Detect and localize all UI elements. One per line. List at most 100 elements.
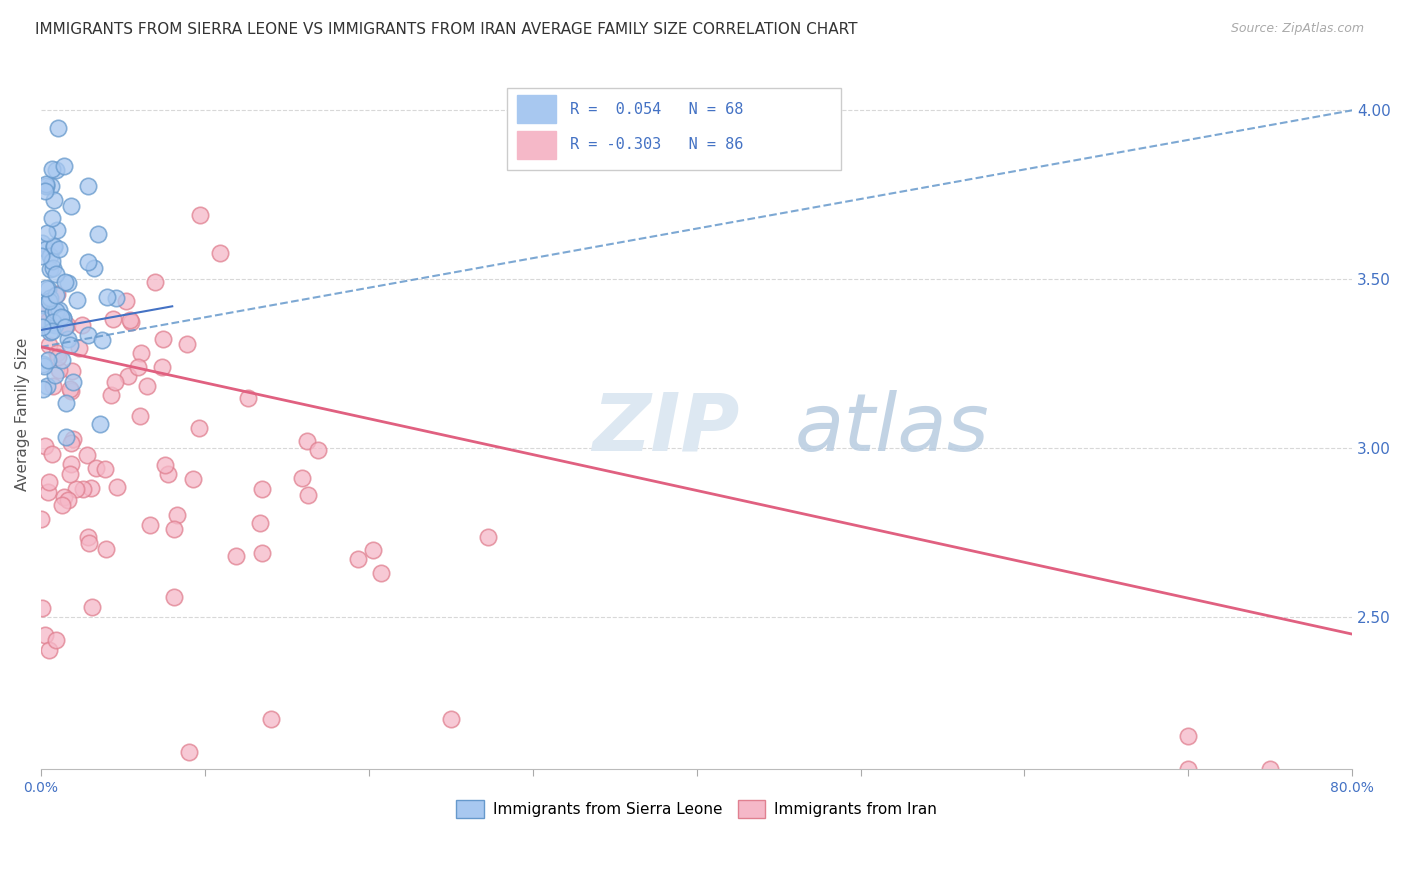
Point	[297, 488, 319, 502]
Point	[91, 333, 114, 347]
Point	[76, 328, 98, 343]
Point	[42, 305, 65, 319]
Point	[59, 467, 82, 482]
Point	[48, 242, 70, 256]
Point	[188, 208, 211, 222]
Point	[37, 484, 59, 499]
Point	[105, 480, 128, 494]
Point	[370, 566, 392, 580]
Point	[225, 549, 247, 563]
Bar	[517, 95, 557, 123]
Point	[34, 177, 56, 191]
Point	[38, 338, 60, 352]
Text: Source: ZipAtlas.com: Source: ZipAtlas.com	[1230, 22, 1364, 36]
Point	[94, 462, 117, 476]
Point	[45, 287, 67, 301]
Point	[37, 379, 59, 393]
Point	[38, 475, 60, 490]
Point	[31, 357, 53, 371]
Point	[52, 490, 75, 504]
Text: R = -0.303   N = 86: R = -0.303 N = 86	[569, 137, 742, 153]
Point	[77, 255, 100, 269]
Bar	[517, 130, 557, 159]
Point	[60, 364, 83, 378]
Point	[86, 461, 108, 475]
Point	[153, 458, 176, 472]
Point	[53, 319, 76, 334]
Point	[30, 512, 52, 526]
Point	[41, 253, 63, 268]
FancyBboxPatch shape	[506, 88, 841, 169]
Text: atlas: atlas	[794, 390, 990, 467]
Point	[41, 161, 63, 176]
Point	[100, 388, 122, 402]
Point	[38, 294, 60, 309]
Point	[39, 178, 62, 193]
Point	[41, 324, 63, 338]
Point	[34, 628, 56, 642]
Point	[80, 481, 103, 495]
Point	[52, 159, 75, 173]
Text: R =  0.054   N = 68: R = 0.054 N = 68	[569, 102, 742, 117]
Point	[42, 315, 65, 329]
Point	[44, 318, 66, 332]
Point	[252, 546, 274, 560]
Point	[1177, 729, 1199, 743]
Point	[136, 379, 159, 393]
Point	[208, 245, 231, 260]
Point	[176, 337, 198, 351]
Point	[32, 383, 55, 397]
Point	[37, 226, 59, 240]
Point	[39, 291, 62, 305]
Point	[59, 338, 82, 352]
Point	[290, 471, 312, 485]
Y-axis label: Average Family Size: Average Family Size	[15, 338, 30, 491]
Point	[44, 240, 66, 254]
Point	[120, 315, 142, 329]
Text: ZIP: ZIP	[592, 390, 740, 467]
Point	[51, 498, 73, 512]
Point	[42, 378, 65, 392]
Point	[37, 282, 59, 296]
Point	[96, 541, 118, 556]
Text: IMMIGRANTS FROM SIERRA LEONE VS IMMIGRANTS FROM IRAN AVERAGE FAMILY SIZE CORRELA: IMMIGRANTS FROM SIERRA LEONE VS IMMIGRAN…	[35, 22, 858, 37]
Point	[440, 712, 463, 726]
Point	[53, 320, 76, 334]
Point	[52, 310, 75, 325]
Point	[41, 447, 63, 461]
Point	[65, 483, 87, 497]
Point	[32, 359, 55, 374]
Point	[45, 632, 67, 647]
Point	[250, 482, 273, 496]
Point	[259, 712, 281, 726]
Point	[62, 433, 84, 447]
Point	[30, 249, 52, 263]
Point	[51, 353, 73, 368]
Point	[48, 363, 70, 377]
Legend: Immigrants from Sierra Leone, Immigrants from Iran: Immigrants from Sierra Leone, Immigrants…	[449, 793, 945, 825]
Point	[59, 384, 82, 399]
Point	[35, 178, 58, 193]
Point	[46, 121, 69, 136]
Point	[297, 434, 319, 448]
Point	[56, 318, 79, 333]
Point	[45, 163, 67, 178]
Point	[87, 227, 110, 241]
Point	[177, 746, 200, 760]
Point	[31, 236, 53, 251]
Point	[187, 421, 209, 435]
Point	[60, 435, 83, 450]
Point	[83, 260, 105, 275]
Point	[41, 211, 63, 226]
Point	[62, 376, 84, 390]
Point	[163, 590, 186, 604]
Point	[1258, 762, 1281, 776]
Point	[37, 314, 59, 328]
Point	[477, 530, 499, 544]
Point	[34, 185, 56, 199]
Point	[39, 262, 62, 277]
Point	[77, 179, 100, 194]
Point	[45, 223, 67, 237]
Point	[52, 310, 75, 325]
Point	[35, 280, 58, 294]
